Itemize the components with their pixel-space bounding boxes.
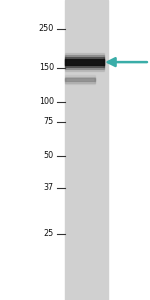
Text: 25: 25 <box>44 230 54 238</box>
Bar <box>65 78 94 81</box>
Bar <box>65 55 104 69</box>
Bar <box>65 59 104 65</box>
Text: 50: 50 <box>44 152 54 160</box>
Bar <box>65 0 108 300</box>
Text: 250: 250 <box>39 24 54 33</box>
Text: 37: 37 <box>44 183 54 192</box>
Text: 150: 150 <box>39 63 54 72</box>
Bar <box>65 76 94 82</box>
Bar <box>65 75 94 84</box>
Bar <box>65 57 104 67</box>
Text: 75: 75 <box>44 117 54 126</box>
Text: 100: 100 <box>39 98 54 106</box>
Bar <box>65 53 104 71</box>
